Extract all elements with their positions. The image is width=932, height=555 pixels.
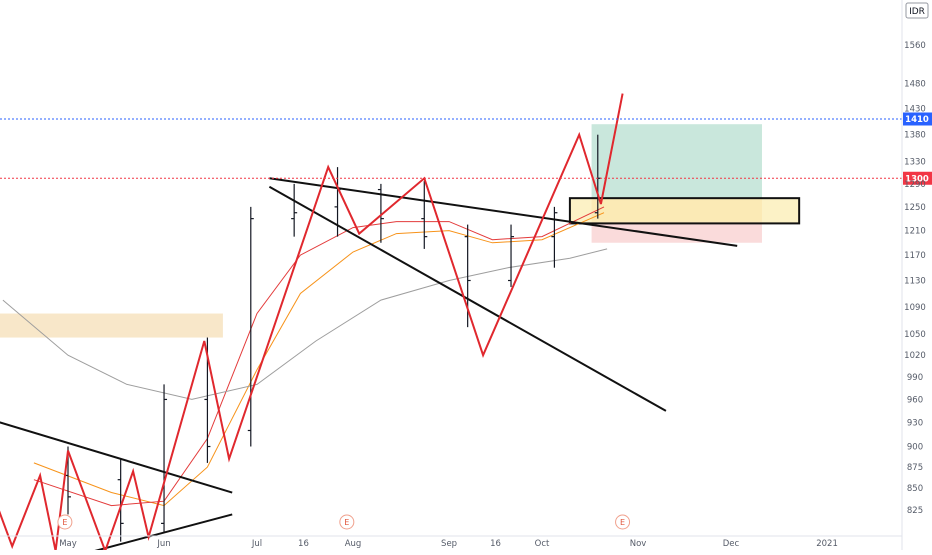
- stop-zone[interactable]: [591, 221, 762, 243]
- x-tick-label: Jul: [251, 539, 262, 549]
- target-zone[interactable]: [591, 124, 762, 199]
- zigzag-pattern-line[interactable]: [0, 93, 624, 554]
- y-tick-label: 875: [907, 463, 923, 473]
- resistance-zone[interactable]: [0, 313, 223, 338]
- y-tick-label: 1210: [904, 227, 926, 237]
- y-tick-label: 1430: [904, 105, 926, 115]
- price-label-tag[interactable]: [903, 171, 932, 185]
- y-tick-label: 1020: [904, 351, 926, 361]
- y-tick-label: 1090: [904, 303, 926, 313]
- x-tick-label: Oct: [535, 539, 550, 549]
- y-tick-label: 990: [907, 373, 923, 383]
- earnings-marker-label: E: [62, 518, 67, 527]
- x-tick-label: 2021: [816, 539, 838, 549]
- y-tick-label: 1330: [904, 158, 926, 168]
- x-tick-label: Nov: [630, 539, 647, 549]
- trendline[interactable]: [269, 177, 738, 247]
- y-tick-label: 1480: [904, 80, 926, 90]
- currency-box[interactable]: [905, 2, 929, 19]
- trendline[interactable]: [268, 185, 667, 412]
- y-tick-label: 930: [907, 419, 923, 429]
- moving-average-line: [33, 206, 605, 507]
- price-label-text: 1300: [905, 174, 929, 184]
- x-tick-label: Aug: [345, 539, 362, 549]
- x-tick-label: Jun: [156, 539, 170, 549]
- y-tick-label: 1380: [904, 131, 926, 141]
- earnings-marker[interactable]: [615, 514, 631, 530]
- y-tick-label: 960: [907, 395, 923, 405]
- support-box-zone[interactable]: [568, 197, 801, 225]
- x-tick-label: 16: [298, 539, 309, 549]
- y-tick-label: 850: [907, 484, 923, 494]
- x-tick-label: May: [59, 539, 77, 549]
- y-tick-label: 1290: [904, 180, 926, 190]
- y-tick-label: 1560: [904, 41, 926, 51]
- earnings-marker-label: E: [620, 518, 625, 527]
- x-tick-label: Sep: [441, 539, 457, 549]
- y-tick-label: 1250: [904, 203, 926, 213]
- y-tick-label: 900: [907, 443, 923, 453]
- earnings-marker-label: E: [344, 518, 349, 527]
- y-tick-label: 1130: [904, 276, 926, 286]
- earnings-marker[interactable]: [339, 514, 355, 530]
- trendline[interactable]: [0, 419, 233, 494]
- currency-label: IDR: [909, 7, 925, 17]
- x-tick-label: Dec: [723, 539, 740, 549]
- trendline[interactable]: [77, 513, 233, 555]
- price-label-tag[interactable]: [903, 112, 932, 126]
- earnings-marker[interactable]: [57, 514, 73, 530]
- price-label-text: 1410: [905, 115, 929, 125]
- y-tick-label: 825: [907, 506, 923, 516]
- moving-average-line: [2, 248, 608, 400]
- moving-average-line: [33, 212, 605, 507]
- y-tick-label: 1170: [904, 251, 926, 261]
- x-tick-label: 16: [490, 539, 501, 549]
- y-tick-label: 1050: [904, 330, 926, 340]
